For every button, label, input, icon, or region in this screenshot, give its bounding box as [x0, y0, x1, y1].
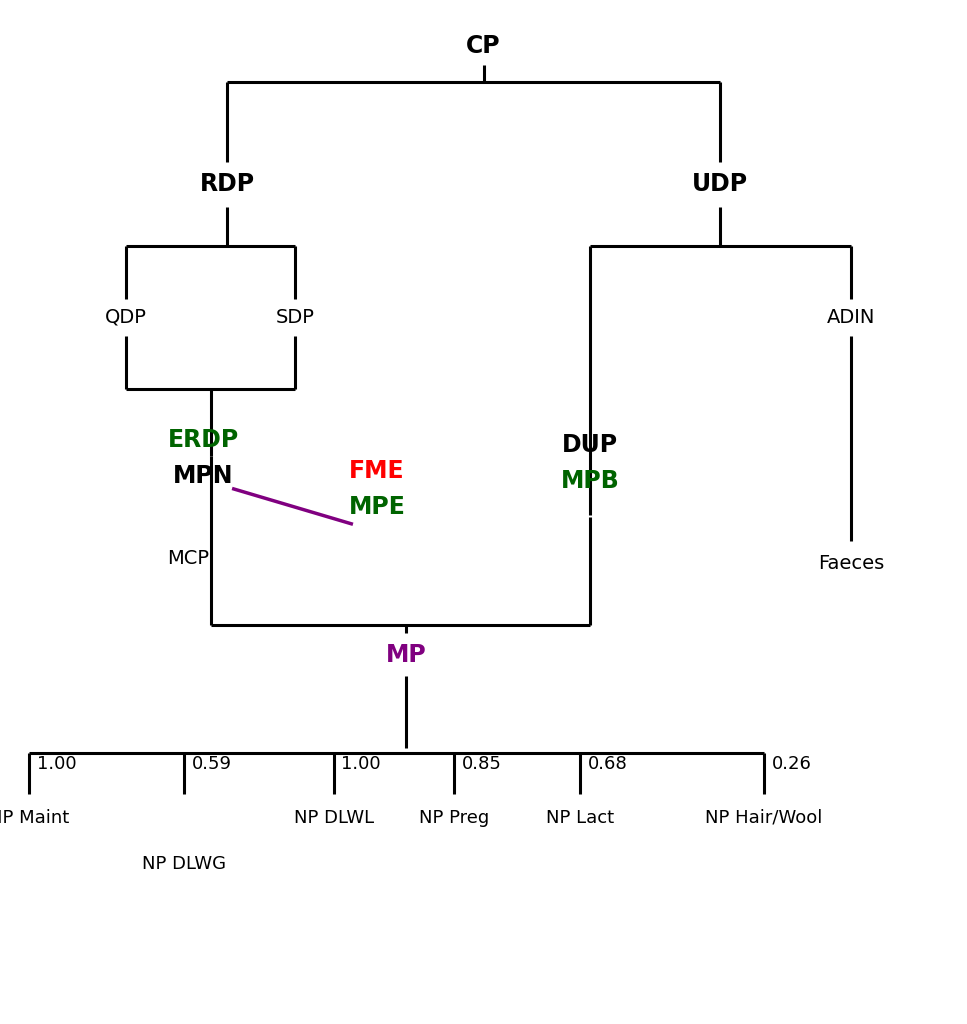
- Text: 0.26: 0.26: [772, 755, 811, 773]
- Text: 1.00: 1.00: [341, 755, 381, 773]
- Text: SDP: SDP: [276, 308, 314, 327]
- Text: UDP: UDP: [692, 172, 748, 197]
- Text: MPN: MPN: [173, 464, 233, 488]
- Text: DUP: DUP: [562, 433, 618, 458]
- Text: 0.68: 0.68: [588, 755, 628, 773]
- Text: 0.59: 0.59: [191, 755, 231, 773]
- Text: ADIN: ADIN: [827, 308, 875, 327]
- Text: ERDP: ERDP: [167, 428, 239, 453]
- Text: NP Hair/Wool: NP Hair/Wool: [705, 809, 823, 827]
- Text: NP Maint: NP Maint: [0, 809, 69, 827]
- Text: NP Lact: NP Lact: [546, 809, 614, 827]
- Text: CP: CP: [466, 34, 501, 58]
- Text: MCP: MCP: [167, 549, 210, 567]
- Text: RDP: RDP: [199, 172, 255, 197]
- Text: MPB: MPB: [561, 469, 619, 494]
- Text: FME: FME: [349, 459, 405, 483]
- Text: MP: MP: [386, 643, 426, 668]
- Text: Faeces: Faeces: [818, 554, 884, 572]
- Text: MPE: MPE: [349, 495, 405, 519]
- Text: QDP: QDP: [104, 308, 147, 327]
- Text: NP DLWG: NP DLWG: [142, 855, 225, 873]
- Text: 1.00: 1.00: [37, 755, 76, 773]
- Text: NP Preg: NP Preg: [420, 809, 489, 827]
- Text: 0.85: 0.85: [462, 755, 502, 773]
- Text: NP DLWL: NP DLWL: [294, 809, 373, 827]
